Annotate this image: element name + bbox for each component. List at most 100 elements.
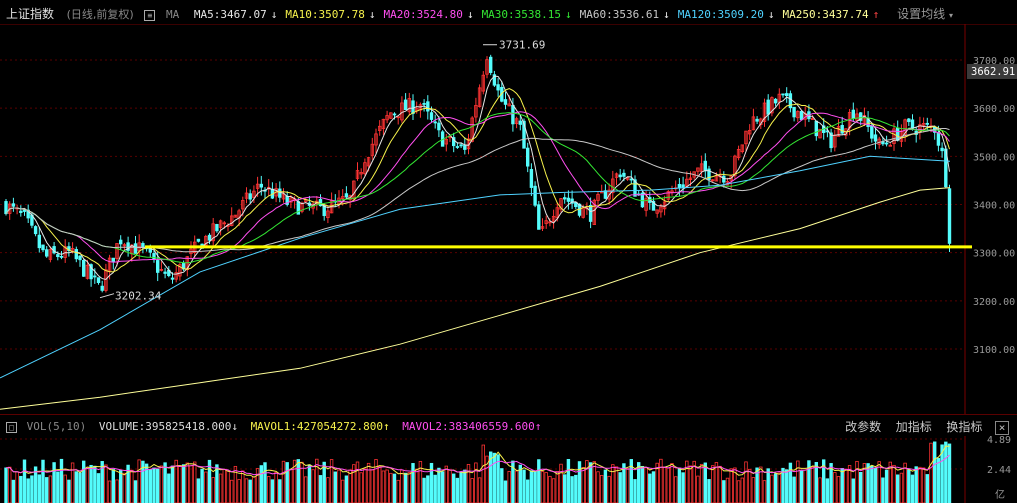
volume-bar	[170, 465, 175, 503]
volume-bar	[459, 471, 463, 503]
volume-bar	[777, 472, 781, 503]
candle-body	[940, 147, 944, 152]
volume-bar	[514, 470, 519, 503]
candle-body	[407, 98, 411, 113]
settings-ma-button[interactable]: 设置均线 ▾	[897, 5, 953, 22]
candle-body	[85, 264, 90, 279]
volume-chart[interactable]: 4.89 2.44 亿	[0, 436, 1017, 503]
volume-bar	[370, 469, 374, 503]
ma-trend-arrow: ↓	[466, 8, 474, 21]
price-chart[interactable]: 3700.00 3600.00 3500.00 3400.00 3300.00 3200.…	[0, 24, 1017, 414]
volume-bar	[759, 466, 763, 503]
volume-bar	[814, 462, 818, 503]
candle-body	[74, 249, 78, 260]
candle-body	[814, 120, 818, 137]
volume-bar	[237, 479, 241, 503]
volume-bar	[248, 479, 252, 503]
candle-body	[78, 255, 82, 261]
dropdown-icon: ▾	[948, 11, 953, 20]
candle-body	[470, 117, 474, 142]
candle-body	[548, 221, 552, 224]
ma-item: MA250:3437.74	[782, 8, 869, 21]
volume-bar	[692, 460, 696, 503]
candle-body	[711, 179, 715, 182]
edit-params-button[interactable]: 改参数	[845, 420, 882, 434]
volume-bar	[600, 475, 604, 503]
candle-body	[278, 188, 282, 198]
volume-bar	[681, 472, 685, 503]
mavol2-line	[5, 454, 950, 476]
volume-bar	[551, 478, 556, 503]
candle-body	[477, 87, 482, 107]
volume-bar	[655, 462, 659, 503]
volume-bar	[126, 464, 130, 503]
candle-body	[607, 189, 611, 200]
candle-body	[507, 103, 511, 107]
volume-bar	[718, 465, 722, 503]
volume-bar	[130, 469, 134, 503]
close-icon[interactable]: ×	[995, 421, 1009, 435]
volume-bar	[526, 479, 530, 503]
candle-body	[133, 243, 138, 254]
index-title[interactable]: 上证指数	[6, 7, 55, 21]
volume-bar	[281, 460, 286, 503]
volume-bar	[522, 469, 526, 503]
volume-bar	[141, 460, 145, 503]
change-indicator-button[interactable]: 换指标	[946, 420, 983, 434]
ma-trend-arrow: ↓	[565, 8, 572, 21]
volume-bar	[229, 479, 234, 503]
volume-bar	[93, 465, 97, 503]
volume-bar	[733, 467, 737, 503]
candle-body	[89, 264, 93, 280]
volume-bar	[11, 479, 16, 503]
volume-bar	[26, 478, 30, 503]
volume-bar	[340, 479, 345, 503]
indicator-toggle-icon[interactable]: □	[6, 422, 17, 433]
volume-bar	[52, 462, 56, 503]
chart-header: 上证指数 (日线,前复权) ≡ MA MA5:3467.07 ↓ MA10:3507…	[0, 0, 1017, 25]
candle-body	[570, 198, 574, 204]
volume-bar	[729, 468, 733, 503]
volume-bar	[574, 474, 578, 503]
volume-bar	[211, 477, 215, 503]
ma-toggle-icon[interactable]: ≡	[144, 10, 156, 21]
candle-body	[537, 204, 541, 230]
candle-body	[522, 120, 526, 149]
candle-body	[229, 215, 234, 227]
volume-bar	[677, 467, 682, 503]
add-indicator-button[interactable]: 加指标	[895, 420, 932, 434]
volume-bar	[274, 471, 278, 503]
candle-body	[855, 113, 859, 121]
volume-bar	[218, 473, 223, 503]
volume-bar	[933, 441, 937, 503]
volume-bar	[703, 462, 707, 503]
volume-bar	[866, 463, 870, 503]
candle-body	[781, 93, 785, 96]
volume-bar	[233, 465, 238, 503]
candle-body	[244, 192, 249, 199]
volume-bar	[622, 463, 626, 503]
volume-bar	[714, 462, 719, 503]
candle-body	[41, 244, 45, 251]
candle-body	[385, 115, 389, 121]
candle-body	[896, 127, 900, 141]
volume-bar	[925, 474, 929, 503]
ma-legend: 上证指数 (日线,前复权) ≡ MA MA5:3467.07 ↓ MA10:3507…	[6, 5, 886, 21]
period-label: (日线,前复权)	[66, 8, 134, 21]
candle-body	[344, 193, 349, 198]
volume-bar	[662, 467, 667, 503]
candle-body	[829, 132, 833, 149]
candle-body	[785, 93, 789, 97]
candle-body	[215, 224, 219, 232]
volume-bar	[440, 471, 445, 503]
volume-bar	[56, 471, 60, 503]
volume-bar	[785, 469, 789, 503]
candle-body	[152, 253, 156, 260]
volume-bar	[100, 461, 104, 503]
volume-bar	[651, 471, 656, 503]
volume-bar	[63, 474, 67, 503]
volume-bar	[167, 473, 171, 503]
volume-bar	[22, 459, 27, 503]
candle-body	[281, 193, 286, 200]
volume-bar	[407, 472, 411, 503]
